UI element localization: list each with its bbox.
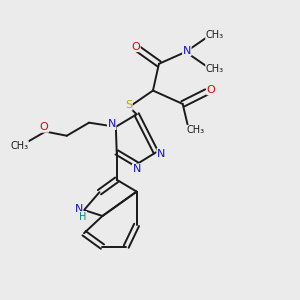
Text: N: N bbox=[74, 204, 83, 214]
Text: O: O bbox=[131, 42, 140, 52]
Text: S: S bbox=[125, 100, 132, 110]
Text: N: N bbox=[183, 46, 191, 56]
Text: CH₃: CH₃ bbox=[206, 30, 224, 40]
Text: N: N bbox=[132, 164, 141, 174]
Text: N: N bbox=[157, 148, 166, 159]
Text: O: O bbox=[207, 85, 216, 95]
Text: CH₃: CH₃ bbox=[186, 125, 204, 135]
Text: CH₃: CH₃ bbox=[10, 141, 28, 151]
Text: O: O bbox=[40, 122, 49, 132]
Text: H: H bbox=[79, 212, 86, 222]
Text: N: N bbox=[107, 119, 116, 129]
Text: CH₃: CH₃ bbox=[206, 64, 224, 74]
